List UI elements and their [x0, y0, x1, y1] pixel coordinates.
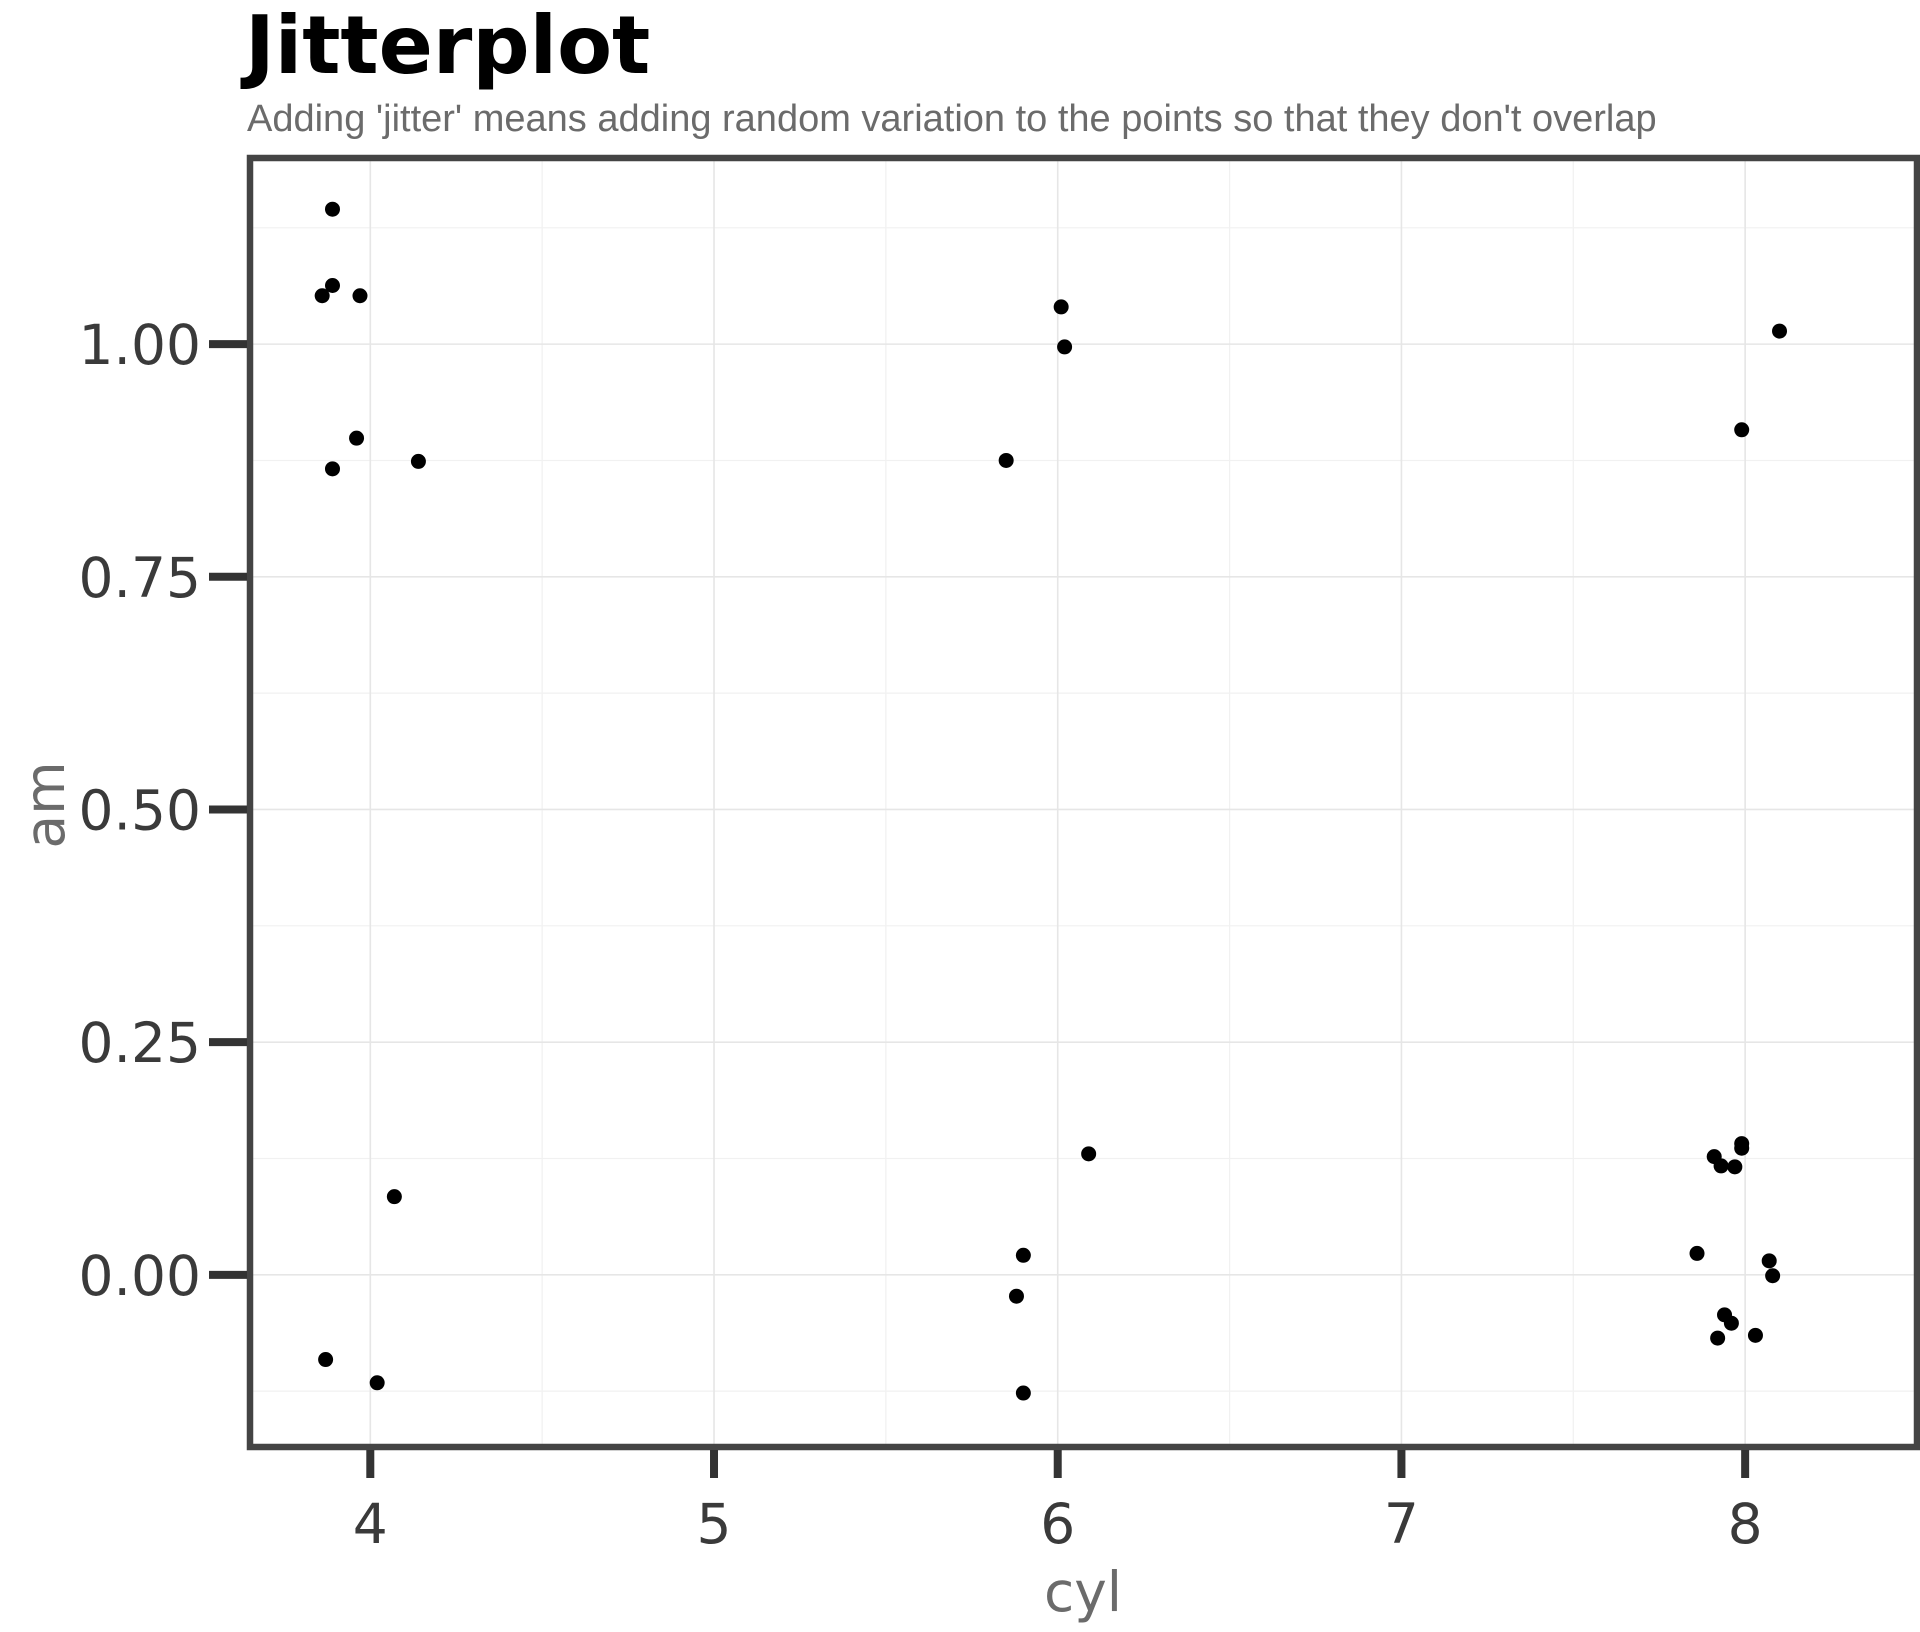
chart-subtitle: Adding 'jitter' means adding random vari…	[247, 98, 1657, 140]
data-point	[1765, 1268, 1781, 1284]
data-point	[324, 461, 340, 477]
data-point	[1057, 339, 1073, 355]
data-point	[1689, 1245, 1705, 1261]
data-point	[1015, 1385, 1031, 1401]
data-point	[1723, 1315, 1739, 1331]
x-tick-label: 5	[697, 1492, 732, 1556]
x-tick-label: 7	[1384, 1492, 1419, 1556]
y-tick-label: 0.75	[79, 546, 201, 610]
y-tick-label: 1.00	[79, 313, 201, 377]
chart-title: Jitterplot	[240, 0, 650, 92]
data-point	[1713, 1158, 1729, 1174]
data-point	[324, 278, 340, 294]
y-tick-label: 0.50	[79, 778, 201, 842]
y-tick-label: 0.00	[79, 1244, 201, 1308]
data-point	[1734, 1140, 1750, 1156]
data-point	[369, 1375, 385, 1391]
data-point	[1015, 1247, 1031, 1263]
data-point	[998, 452, 1014, 468]
data-point	[1008, 1288, 1024, 1304]
grid-lines	[250, 158, 1918, 1447]
data-point	[324, 201, 340, 217]
data-point	[1772, 323, 1788, 339]
data-point	[1053, 299, 1069, 315]
x-axis-title: cyl	[1044, 1560, 1122, 1624]
data-point	[1734, 422, 1750, 438]
x-tick-label: 6	[1040, 1492, 1075, 1556]
panel-border	[246, 154, 1920, 1451]
y-tick-label: 0.25	[79, 1011, 201, 1075]
data-point	[1710, 1330, 1726, 1346]
data-point	[314, 288, 330, 304]
data-point	[318, 1352, 334, 1368]
data-point	[1747, 1327, 1763, 1343]
data-point	[410, 453, 426, 469]
data-point	[1761, 1253, 1777, 1269]
data-point	[386, 1189, 402, 1205]
data-point	[352, 288, 368, 304]
data-point	[1727, 1159, 1743, 1175]
data-points	[314, 201, 1788, 1401]
y-axis-title: am	[13, 761, 77, 848]
data-point	[1081, 1146, 1097, 1162]
x-tick-label: 4	[353, 1492, 388, 1556]
axes: 4 5 6 7 8 0.00 0.25 0.50 0.75 1.00	[79, 313, 1763, 1556]
data-point	[349, 430, 365, 446]
x-tick-label: 8	[1728, 1492, 1763, 1556]
